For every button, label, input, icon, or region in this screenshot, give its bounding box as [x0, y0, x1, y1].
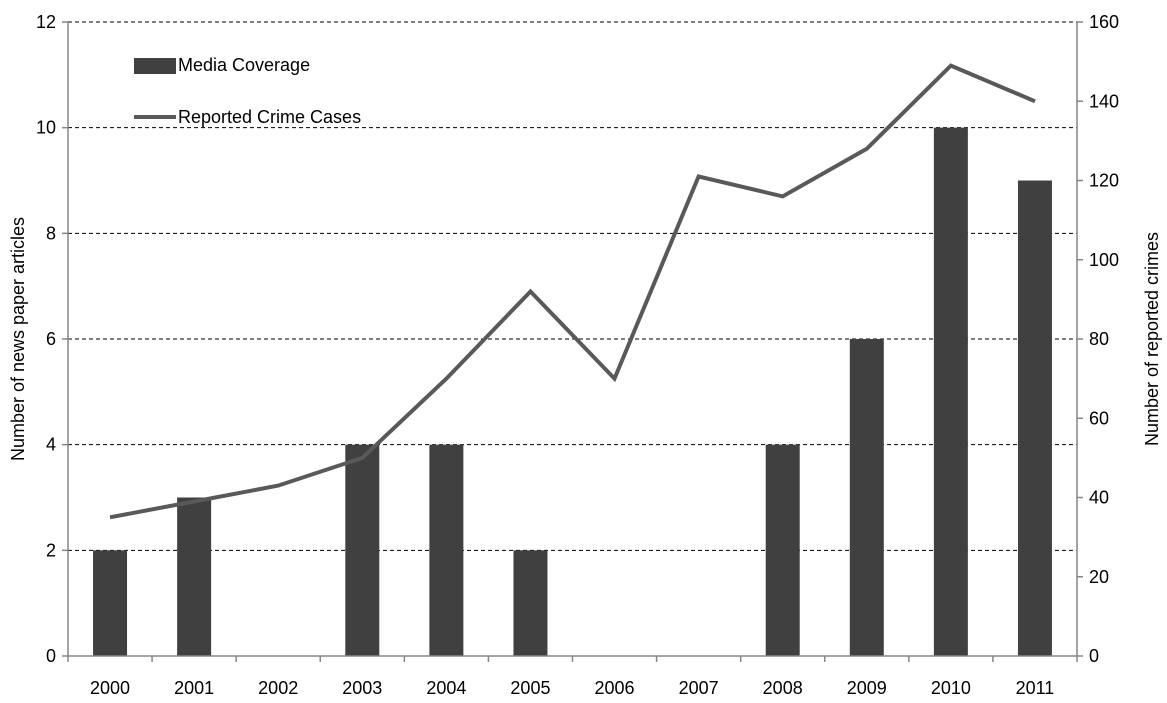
y-tick-label-left: 12: [36, 12, 56, 32]
y-tick-label-left: 0: [46, 646, 56, 666]
x-tick-label: 2004: [426, 678, 466, 698]
bar-media-coverage-2004: [429, 444, 464, 656]
line-series: [109, 63, 1036, 520]
gridlines: [68, 21, 1077, 551]
bar-series: [93, 127, 1052, 656]
y-tick-label-right: 20: [1089, 567, 1109, 587]
x-tick-label: 2007: [679, 678, 719, 698]
x-tick-label: 2003: [342, 678, 382, 698]
y-tick-label-left: 6: [46, 329, 56, 349]
bar-media-coverage-2009: [849, 339, 884, 656]
y-tick-label-right: 0: [1089, 646, 1099, 666]
y-tick-label-right: 140: [1089, 91, 1119, 111]
x-tick-label: 2006: [595, 678, 635, 698]
legend-swatch-media-coverage: [134, 58, 176, 74]
y-tick-label-right: 80: [1089, 329, 1109, 349]
legend-label-reported-crime-cases: Reported Crime Cases: [178, 107, 361, 127]
x-tick-label: 2010: [931, 678, 971, 698]
x-tick-label: 2008: [763, 678, 803, 698]
x-tick-label: 2009: [847, 678, 887, 698]
bar-media-coverage-2005: [513, 550, 548, 656]
y-tick-label-left: 4: [46, 435, 56, 455]
y-tick-label-right: 40: [1089, 488, 1109, 508]
y-tick-label-left: 10: [36, 118, 56, 138]
bar-media-coverage-2008: [765, 444, 800, 656]
y-axis-title-right: Number of reported crimes: [1142, 232, 1162, 446]
bar-media-coverage-2010: [933, 127, 968, 656]
x-tick-label: 2002: [258, 678, 298, 698]
x-tick-label: 2001: [174, 678, 214, 698]
y-tick-label-right: 120: [1089, 171, 1119, 191]
legend-label-media-coverage: Media Coverage: [178, 55, 310, 75]
x-tick-label: 2005: [510, 678, 550, 698]
bar-media-coverage-2003: [345, 444, 380, 656]
y-tick-label-right: 160: [1089, 12, 1119, 32]
y-tick-label-left: 8: [46, 223, 56, 243]
axes: [62, 21, 1083, 662]
x-tick-label: 2011: [1016, 678, 1055, 698]
y-tick-label-right: 60: [1089, 408, 1109, 428]
y-tick-label-right: 100: [1089, 250, 1119, 270]
x-tick-label: 2000: [90, 678, 130, 698]
bar-media-coverage-2011: [1017, 180, 1052, 656]
y-axis-title-left: Number of news paper articles: [8, 217, 28, 461]
y-tick-label-left: 2: [46, 540, 56, 560]
bar-media-coverage-2000: [93, 550, 128, 656]
legend: Media Coverage Reported Crime Cases: [134, 55, 361, 127]
bar-media-coverage-2001: [177, 497, 212, 656]
line-reported-crime-cases: [109, 63, 1036, 520]
